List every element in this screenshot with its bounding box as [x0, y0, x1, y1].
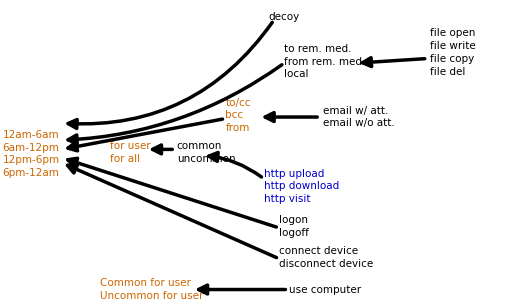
Text: decoy: decoy: [269, 12, 300, 22]
Text: 12am-6am
6am-12pm
12pm-6pm
6pm-12am: 12am-6am 6am-12pm 12pm-6pm 6pm-12am: [3, 130, 60, 178]
Text: logon
logoff: logon logoff: [279, 215, 309, 238]
Text: email w/ att.
email w/o att.: email w/ att. email w/o att.: [323, 106, 394, 128]
Text: connect device
disconnect device: connect device disconnect device: [279, 246, 373, 269]
Text: Common for user
Uncommon for user: Common for user Uncommon for user: [100, 278, 203, 301]
Text: to/cc
bcc
from: to/cc bcc from: [225, 98, 251, 133]
Text: to rem. med.
from rem. med.
local: to rem. med. from rem. med. local: [284, 44, 366, 79]
Text: for user
for all: for user for all: [110, 141, 151, 164]
Text: common
uncommon: common uncommon: [177, 141, 236, 164]
Text: file open
file write
file copy
file del: file open file write file copy file del: [430, 28, 476, 77]
Text: use computer: use computer: [289, 285, 361, 294]
Text: http upload
http download
http visit: http upload http download http visit: [264, 168, 339, 204]
